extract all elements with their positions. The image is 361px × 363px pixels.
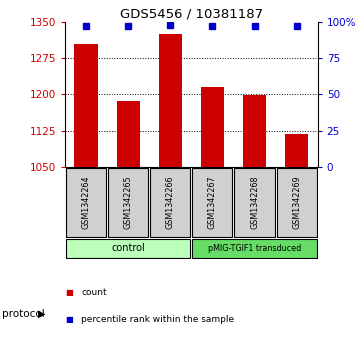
Bar [201,87,224,167]
Bar [243,95,266,167]
Bar [150,168,190,237]
Text: GSM1342264: GSM1342264 [82,176,91,229]
Bar [66,239,190,258]
Text: GSM1342265: GSM1342265 [124,176,132,229]
Text: count: count [81,288,107,297]
Bar [74,44,97,167]
Bar [159,34,182,167]
Text: control: control [111,243,145,253]
Bar [235,168,274,237]
Text: ■: ■ [65,288,73,297]
Text: protocol: protocol [2,309,44,319]
Text: percentile rank within the sample: percentile rank within the sample [81,315,234,324]
Bar [192,168,232,237]
Text: GSM1342267: GSM1342267 [208,176,217,229]
Text: GSM1342269: GSM1342269 [292,176,301,229]
Text: ■: ■ [65,315,73,324]
Text: pMIG-TGIF1 transduced: pMIG-TGIF1 transduced [208,244,301,253]
Text: GSM1342266: GSM1342266 [166,176,175,229]
Text: ▶: ▶ [38,309,45,319]
Text: GSM1342268: GSM1342268 [250,176,259,229]
Bar [277,168,317,237]
Bar [117,101,140,167]
Bar [66,168,106,237]
Bar [108,168,148,237]
Bar [285,134,308,167]
Title: GDS5456 / 10381187: GDS5456 / 10381187 [120,8,263,21]
Bar [192,239,317,258]
